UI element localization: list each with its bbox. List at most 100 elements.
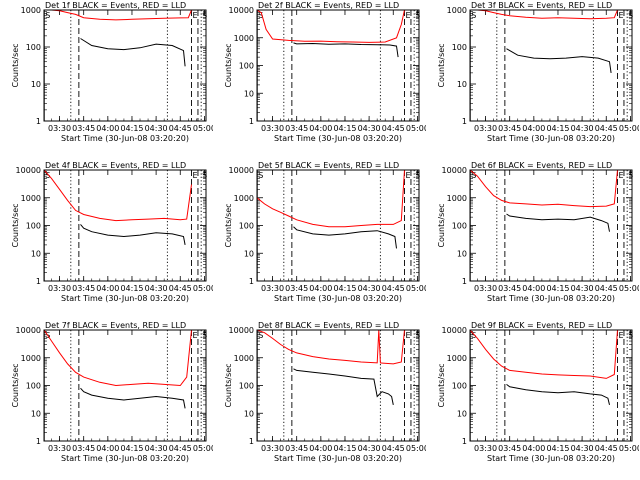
y-tick-label: 1000 — [234, 34, 254, 43]
x-tick-label: 05:00 — [619, 444, 639, 453]
x-tick-label: 03:45 — [72, 444, 95, 453]
chart-panel-9: Det 9f BLACK = Events, RED = LLD 1 10 100 10… — [437, 321, 639, 463]
x-tick-label: 05:00 — [406, 444, 426, 453]
x-tick-label: 03:45 — [72, 124, 95, 133]
plot-frame — [469, 169, 633, 282]
x-axis-label: Start Time (30-Jun-08 03:20:20) — [61, 454, 189, 463]
y-tick-label: 100 — [452, 43, 467, 52]
y-tick-label: 10 — [31, 80, 41, 89]
time-marker-label: S — [415, 331, 420, 340]
x-axis-label: Start Time (30-Jun-08 03:20:20) — [274, 134, 402, 143]
x-tick-label: 04:15 — [546, 284, 569, 293]
x-tick-label: 04:15 — [333, 284, 356, 293]
x-tick-label: 03:45 — [285, 444, 308, 453]
series-line-lld — [470, 10, 618, 20]
x-axis-label: Start Time (30-Jun-08 03:20:20) — [61, 294, 189, 303]
series-line-events — [293, 368, 394, 405]
time-marker-label: E — [406, 171, 411, 180]
chart-title: Det 8f BLACK = Events, RED = LLD — [258, 321, 399, 330]
chart-panel-3: Det 3f BLACK = Events, RED = LLD 1 10 100 10… — [437, 1, 639, 143]
y-tick-label: 10000 — [229, 166, 254, 175]
series-line-lld — [257, 330, 405, 365]
x-tick-label: 03:30 — [474, 124, 497, 133]
series-line-events — [506, 213, 610, 232]
chart-panel-6: Det 6f BLACK = Events, RED = LLD 1 10 100 10… — [437, 161, 639, 303]
y-tick-label: 10 — [244, 249, 254, 258]
x-tick-label: 04:30 — [358, 284, 381, 293]
x-tick-label: 03:45 — [72, 284, 95, 293]
x-tick-label: 04:15 — [546, 444, 569, 453]
time-marker-label: S — [628, 11, 633, 20]
series-line-events — [293, 42, 399, 58]
x-tick-label: 03:45 — [285, 284, 308, 293]
time-marker-label: E — [619, 11, 624, 20]
x-tick-label: 04:45 — [382, 124, 405, 133]
x-tick-label: 04:15 — [120, 284, 143, 293]
x-tick-label: 05:00 — [406, 284, 426, 293]
y-axis-label: Counts/sec — [11, 203, 20, 247]
x-tick-label: 03:45 — [498, 284, 521, 293]
chart-title: Det 1f BLACK = Events, RED = LLD — [45, 1, 186, 10]
x-tick-label: 03:45 — [498, 444, 521, 453]
time-marker-label: E — [406, 11, 411, 20]
y-axis-label: Counts/sec — [11, 43, 20, 87]
chart-title: Det 4f BLACK = Events, RED = LLD — [45, 161, 186, 170]
time-marker-label: E — [619, 171, 624, 180]
x-tick-label: 03:30 — [474, 284, 497, 293]
chart-title: Det 3f BLACK = Events, RED = LLD — [471, 1, 612, 10]
y-axis-label: Counts/sec — [437, 43, 446, 87]
y-tick-label: 100 — [239, 222, 254, 231]
x-tick-label: 04:45 — [595, 124, 618, 133]
time-marker-label: S — [258, 331, 263, 340]
x-tick-label: 04:15 — [120, 444, 143, 453]
x-tick-label: 04:45 — [595, 444, 618, 453]
x-axis-label: Start Time (30-Jun-08 03:20:20) — [487, 294, 615, 303]
x-tick-label: 03:30 — [48, 444, 71, 453]
plot-frame — [43, 9, 207, 122]
time-marker-label: E — [406, 331, 411, 340]
y-axis-label: Counts/sec — [11, 363, 20, 407]
x-tick-label: 04:30 — [145, 124, 168, 133]
x-tick-label: 05:00 — [193, 444, 213, 453]
time-marker-label: E — [193, 171, 198, 180]
y-tick-label: 1000 — [234, 194, 254, 203]
series-line-lld — [257, 10, 405, 43]
x-tick-label: 04:00 — [309, 284, 332, 293]
y-tick-label: 1 — [462, 437, 467, 446]
x-tick-label: 04:00 — [96, 284, 119, 293]
y-axis-label: Counts/sec — [437, 363, 446, 407]
y-tick-label: 10000 — [442, 326, 467, 335]
time-marker-label: S — [471, 11, 476, 20]
y-tick-label: 100 — [26, 43, 41, 52]
x-tick-label: 05:00 — [193, 124, 213, 133]
time-marker-label: S — [45, 171, 50, 180]
y-tick-label: 100 — [239, 382, 254, 391]
series-line-lld — [44, 170, 192, 222]
time-marker-label: S — [202, 11, 207, 20]
y-tick-label: 10 — [31, 409, 41, 418]
chart-title: Det 6f BLACK = Events, RED = LLD — [471, 161, 612, 170]
y-tick-label: 100 — [26, 222, 41, 231]
x-tick-label: 04:45 — [169, 284, 192, 293]
time-marker-label: S — [45, 11, 50, 20]
series-line-events — [506, 384, 610, 406]
y-tick-label: 1000 — [447, 354, 467, 363]
x-tick-label: 03:30 — [48, 124, 71, 133]
chart-panel-4: Det 4f BLACK = Events, RED = LLD 1 10 100 10… — [11, 161, 213, 303]
x-tick-label: 04:15 — [333, 444, 356, 453]
x-tick-label: 04:30 — [571, 284, 594, 293]
time-marker-label: E — [193, 331, 198, 340]
x-tick-label: 03:30 — [48, 284, 71, 293]
y-tick-label: 10 — [457, 409, 467, 418]
x-tick-label: 04:45 — [382, 444, 405, 453]
series-line-events — [80, 224, 186, 245]
y-tick-label: 1 — [249, 437, 254, 446]
series-line-events — [506, 48, 612, 73]
time-marker-label: E — [619, 331, 624, 340]
x-tick-label: 05:00 — [193, 284, 213, 293]
time-marker-label: E — [193, 11, 198, 20]
y-tick-label: 10 — [244, 89, 254, 98]
chart-title: Det 9f BLACK = Events, RED = LLD — [471, 321, 612, 330]
time-marker-label: S — [628, 171, 633, 180]
